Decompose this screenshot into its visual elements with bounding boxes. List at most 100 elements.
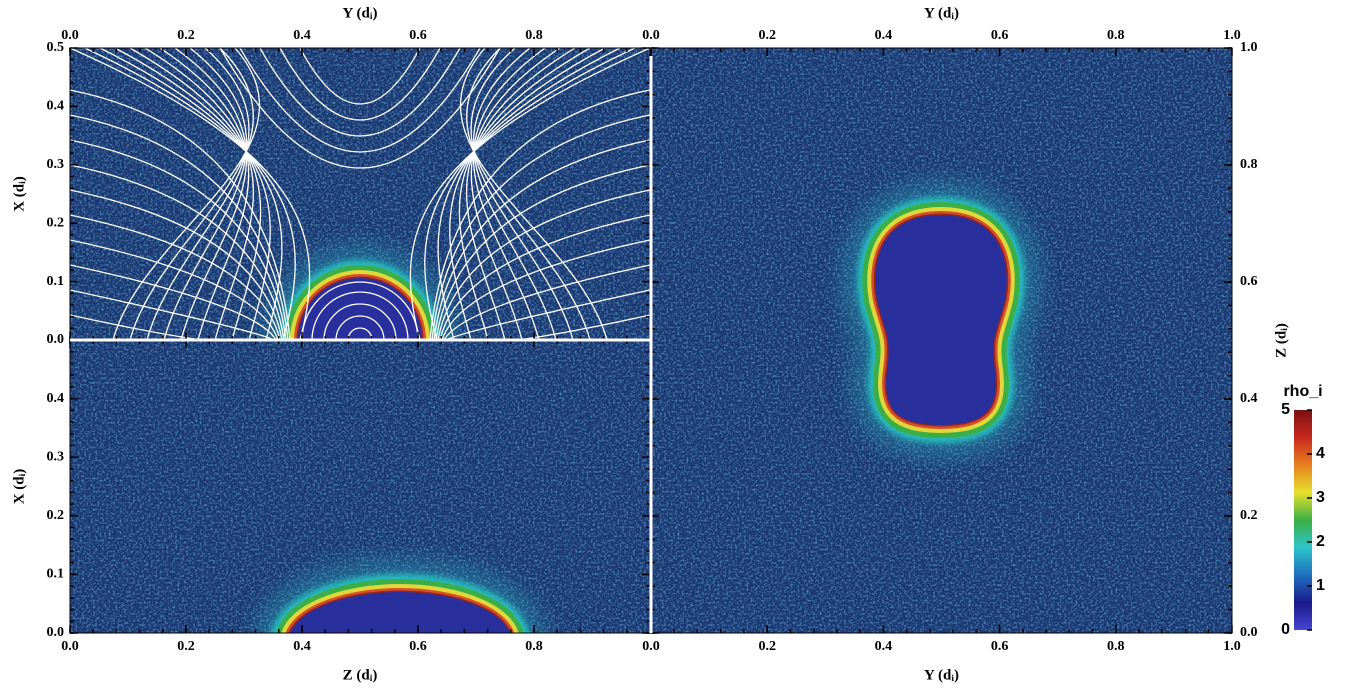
field-line [129,48,262,340]
field-line [70,48,311,340]
field-line [459,48,608,340]
x-tick-label: 0.2 [177,28,195,43]
field-line [70,239,279,340]
field-line [470,48,561,340]
y-tick-label: 0.4 [47,99,65,114]
x-axis-title: Y (dᵢ) [924,5,959,21]
x-tick-label: 0.8 [1107,639,1125,654]
y-tick-label: 0.2 [47,508,65,523]
panel [70,48,650,340]
field-line [70,289,275,340]
field-line [70,139,287,340]
field-line [70,214,281,340]
field-line [433,139,650,340]
field-line [441,239,650,340]
y-axis-title: X (dᵢ) [11,469,27,505]
x-tick-label: 0.8 [525,28,543,43]
field-line [239,48,481,153]
y-tick-label: 1.0 [1240,40,1258,55]
x-tick-label: 0.4 [293,28,311,43]
field-line [466,48,591,340]
y-tick-label: 0.0 [47,332,65,347]
field-line [409,48,650,340]
field-line [299,48,421,105]
colorbar-tick-label: 3 [1316,489,1325,506]
colorbar-title: rho_i [1283,383,1322,400]
x-tick-label: 0.2 [758,639,776,654]
y-axis-title: X (dᵢ) [11,176,27,212]
field-line [84,48,296,340]
y-tick-label: 0.4 [47,391,65,406]
field-line [70,189,283,340]
x-tick-label: 0.0 [642,639,660,654]
y-tick-label: 0.0 [1240,625,1258,640]
colorbar [1294,410,1312,630]
density-core [298,278,422,340]
y-tick-label: 0.3 [47,449,65,464]
field-line [443,264,650,340]
field-line [129,48,254,340]
field-line [114,48,271,340]
x-tick-label: 0.6 [991,639,1009,654]
x-tick-label: 0.4 [293,639,311,654]
x-tick-label: 0.4 [875,28,893,43]
y-tick-label: 0.8 [1240,157,1258,172]
y-tick-label: 0.1 [47,274,65,289]
field-line [466,48,576,340]
x-axis-title: Z (dᵢ) [343,667,378,683]
field-line [259,48,461,137]
panel [651,48,1232,633]
field-line [429,89,650,340]
y-tick-label: 0.6 [1240,274,1258,289]
x-tick-label: 0.8 [1107,28,1125,43]
field-line [279,48,441,121]
field-line [445,289,650,340]
x-axis-title: Y (dᵢ) [342,5,377,21]
field-line [458,48,591,340]
field-line [70,264,277,340]
field-line [159,48,250,340]
x-tick-label: 0.2 [758,28,776,43]
x-tick-label: 0.0 [642,28,660,43]
x-tick-label: 0.6 [991,28,1009,43]
y-tick-label: 0.4 [1240,391,1258,406]
x-tick-label: 0.6 [409,639,427,654]
field-line [431,114,650,340]
x-tick-label: 0.6 [409,28,427,43]
x-axis-title: Y (dᵢ) [924,667,959,683]
colorbar-tick-label: 1 [1316,577,1325,594]
field-line [70,164,285,340]
colorbar-tick-label: 2 [1316,533,1325,550]
field-line [70,89,291,340]
panel [70,340,650,633]
y-tick-label: 0.5 [47,40,65,55]
field-line [146,48,250,340]
field-line [335,315,385,340]
x-tick-label: 1.0 [1223,639,1241,654]
colorbar-tick-label: 0 [1281,621,1290,638]
field-line [470,48,574,340]
field-line [435,164,650,340]
field-line [472,48,557,340]
field-line [323,303,397,340]
field-line [70,314,272,340]
field-line [219,48,501,169]
x-tick-label: 0.4 [875,639,893,654]
field-line [311,291,409,340]
y-tick-label: 0.2 [47,215,65,230]
x-tick-label: 0.8 [525,639,543,654]
density-core [289,592,511,633]
y-axis-title: Z (dᵢ) [1273,323,1289,358]
field-line [424,48,636,340]
colorbar-tick-label: 5 [1281,401,1290,418]
field-line [449,48,606,340]
y-tick-label: 0.0 [47,625,65,640]
x-tick-label: 0.2 [177,639,195,654]
y-tick-label: 0.2 [1240,508,1258,523]
field-line [144,48,254,340]
colorbar-tick-label: 4 [1316,445,1325,462]
field-line [70,114,289,340]
field-line [301,281,419,340]
